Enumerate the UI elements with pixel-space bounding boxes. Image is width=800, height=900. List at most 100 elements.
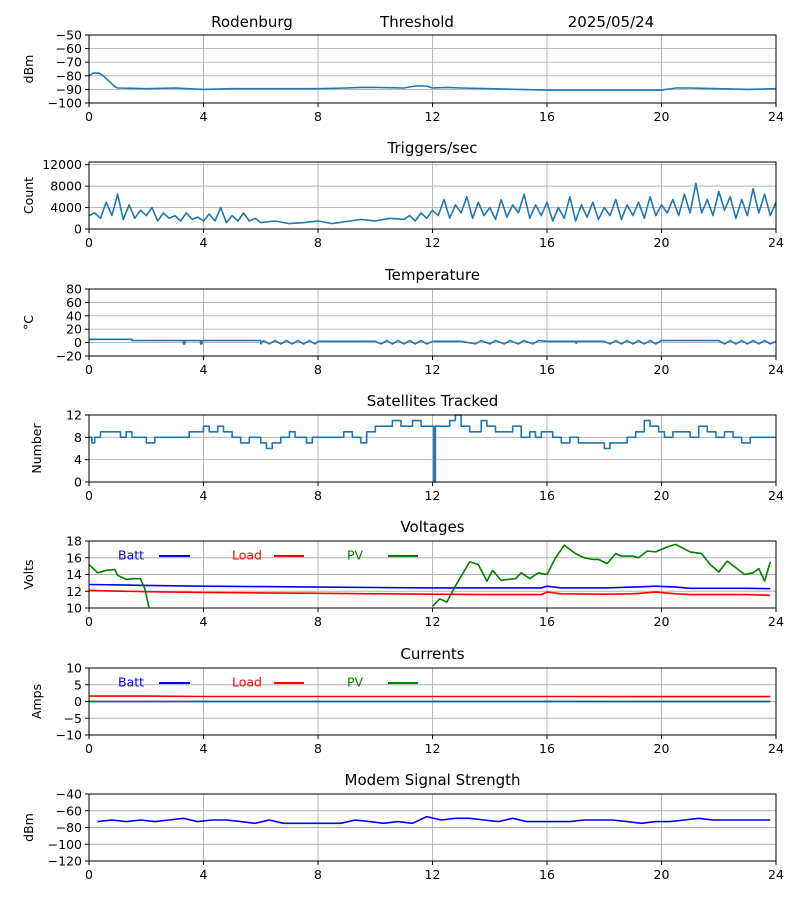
series-group bbox=[89, 72, 776, 91]
legend-label-pv: PV bbox=[347, 675, 364, 690]
series-line-triggers-0 bbox=[89, 182, 776, 225]
x-tick-label: 0 bbox=[85, 109, 93, 124]
legend-label-load: Load bbox=[232, 675, 262, 690]
x-tick-label: 0 bbox=[85, 867, 93, 882]
x-tick-label: 24 bbox=[768, 867, 784, 882]
y-tick-label: −5 bbox=[64, 711, 82, 726]
x-tick-label: 4 bbox=[200, 235, 208, 250]
series-group bbox=[89, 182, 776, 225]
chart-title: Modem Signal Strength bbox=[345, 771, 521, 789]
legend-label-batt: Batt bbox=[118, 548, 144, 563]
y-tick-label: −10 bbox=[56, 728, 82, 743]
x-tick-label: 4 bbox=[200, 867, 208, 882]
chart-title: Satellites Tracked bbox=[367, 392, 498, 410]
series-line-load bbox=[89, 589, 771, 597]
series-group bbox=[89, 414, 776, 483]
x-tick-label: 0 bbox=[85, 235, 93, 250]
x-tick-label: 8 bbox=[314, 867, 322, 882]
y-axis-label: dBm bbox=[21, 55, 36, 84]
y-tick-label: −60 bbox=[56, 41, 82, 56]
x-tick-label: 4 bbox=[200, 488, 208, 503]
chart-modem: 0 4 8 12 16 20 24 −120 −100 −80 −60−40 Modem Signal… bbox=[21, 771, 784, 882]
x-tick-label: 20 bbox=[654, 741, 670, 756]
x-tick-label: 4 bbox=[200, 741, 208, 756]
series-line-temperature-0 bbox=[89, 338, 776, 345]
y-tick-label: 10 bbox=[66, 601, 82, 616]
legend-label-batt: Batt bbox=[118, 675, 144, 690]
x-tick-label: 20 bbox=[654, 235, 670, 250]
y-tick-label: −100 bbox=[48, 96, 82, 111]
station-name: Rodenburg bbox=[211, 13, 293, 31]
chart-satellites: 0 4 8 12 16 20 24 0 4 8 12 Satellites Tracked Number bbox=[29, 392, 784, 503]
legend-label-pv: PV bbox=[347, 548, 364, 563]
y-tick-label: −100 bbox=[48, 837, 82, 852]
series-group bbox=[89, 695, 771, 703]
y-tick-label: 4 bbox=[74, 452, 82, 467]
y-tick-label: −90 bbox=[56, 82, 82, 97]
series-line-batt bbox=[89, 583, 771, 590]
series-group bbox=[89, 338, 776, 345]
series-line-pv bbox=[431, 543, 772, 607]
y-tick-label: −50 bbox=[56, 28, 82, 43]
x-tick-label: 0 bbox=[85, 362, 93, 377]
series-line-pv bbox=[89, 563, 150, 609]
series-line-modem-0 bbox=[97, 815, 771, 825]
x-tick-label: 16 bbox=[539, 741, 555, 756]
x-tick-label: 4 bbox=[200, 109, 208, 124]
x-tick-label: 16 bbox=[539, 867, 555, 882]
y-tick-label: 20 bbox=[66, 322, 82, 337]
y-axis-label: °C bbox=[21, 315, 36, 330]
series-line-load bbox=[89, 695, 771, 698]
x-tick-label: 24 bbox=[768, 741, 784, 756]
y-tick-label: 12 bbox=[66, 584, 82, 599]
x-tick-label: 16 bbox=[539, 362, 555, 377]
x-tick-label: 16 bbox=[539, 614, 555, 629]
y-tick-label: 8 bbox=[74, 430, 82, 445]
x-tick-label: 16 bbox=[539, 109, 555, 124]
x-tick-label: 20 bbox=[654, 109, 670, 124]
x-tick-label: 20 bbox=[654, 867, 670, 882]
x-tick-label: 12 bbox=[425, 109, 441, 124]
y-tick-label: −70 bbox=[56, 55, 82, 70]
x-tick-label: 24 bbox=[768, 614, 784, 629]
x-tick-label: 0 bbox=[85, 741, 93, 756]
x-tick-label: 4 bbox=[200, 614, 208, 629]
y-tick-label: 40 bbox=[66, 308, 82, 323]
chart-title: Voltages bbox=[400, 518, 464, 536]
y-tick-label: 14 bbox=[66, 567, 82, 582]
series-group bbox=[97, 815, 771, 825]
x-tick-label: 24 bbox=[768, 235, 784, 250]
y-tick-label: −80 bbox=[56, 820, 82, 835]
y-tick-label: 8000 bbox=[50, 179, 82, 194]
x-tick-label: 16 bbox=[539, 488, 555, 503]
x-tick-label: 12 bbox=[425, 614, 441, 629]
panel-name: Threshold bbox=[379, 13, 454, 31]
x-tick-label: 8 bbox=[314, 235, 322, 250]
x-tick-label: 24 bbox=[768, 488, 784, 503]
x-tick-label: 20 bbox=[654, 362, 670, 377]
chart-title: Temperature bbox=[384, 266, 480, 284]
y-tick-label: 10 bbox=[66, 661, 82, 676]
y-tick-label: 4000 bbox=[50, 200, 82, 215]
x-tick-label: 0 bbox=[85, 488, 93, 503]
y-tick-label: 18 bbox=[66, 534, 82, 549]
x-tick-label: 12 bbox=[425, 741, 441, 756]
x-tick-label: 12 bbox=[425, 235, 441, 250]
x-tick-label: 0 bbox=[85, 614, 93, 629]
x-tick-label: 4 bbox=[200, 362, 208, 377]
x-tick-label: 8 bbox=[314, 488, 322, 503]
chart-title: Currents bbox=[400, 645, 464, 663]
chart-threshold: 0 4 8 12 16 20 24 −100−90−80−70−60−50 dBm bbox=[21, 28, 784, 125]
y-tick-label: −120 bbox=[48, 854, 82, 869]
x-tick-label: 8 bbox=[314, 741, 322, 756]
x-tick-label: 24 bbox=[768, 109, 784, 124]
y-tick-label: 5 bbox=[74, 677, 82, 692]
series-line-threshold-0 bbox=[89, 72, 776, 91]
y-tick-label: −60 bbox=[56, 803, 82, 818]
y-axis-label: dBm bbox=[21, 813, 36, 842]
y-tick-label: −40 bbox=[56, 787, 82, 802]
report-date: 2025/05/24 bbox=[568, 13, 654, 31]
